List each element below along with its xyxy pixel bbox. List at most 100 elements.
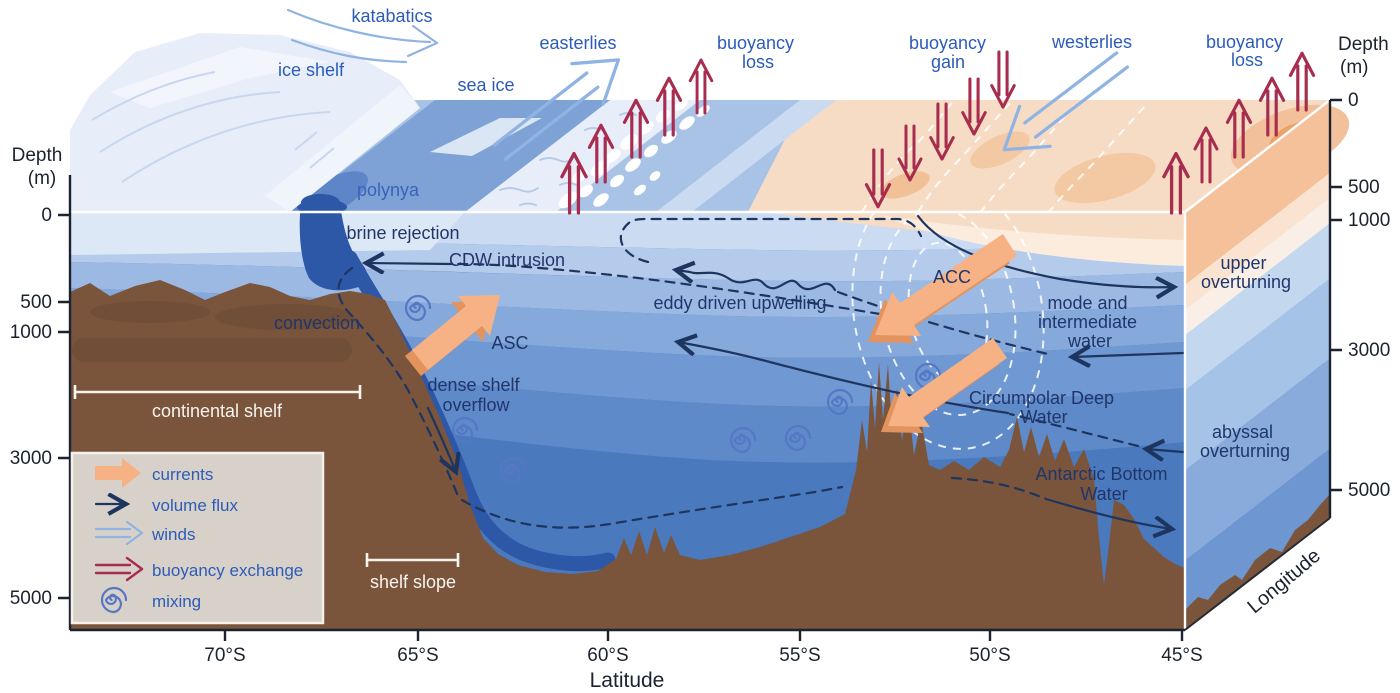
- continental-shelf-label: continental shelf: [152, 401, 283, 421]
- legend-label-volume-flux: volume flux: [152, 496, 238, 515]
- mode-water-line1: mode and: [1047, 293, 1127, 313]
- lat-tick-65s: 65°S: [397, 645, 438, 666]
- convection-label: convection: [274, 313, 360, 333]
- buoyancy-loss-left-line2: loss: [742, 52, 774, 72]
- buoyancy-loss-left-line1: buoyancy: [717, 33, 794, 53]
- lat-tick-45s: 45°S: [1161, 645, 1202, 666]
- seafloor-shading: [72, 301, 355, 362]
- brine-rejection-label: brine rejection: [346, 223, 459, 243]
- left-tick-500: 500: [20, 292, 52, 313]
- cream-wedge: [880, 215, 1185, 266]
- cdw-line1: Circumpolar Deep: [969, 388, 1114, 408]
- right-depth-axis: Depth (m) 0 500 1000 3000 5000: [1328, 34, 1390, 518]
- buoyancy-loss-right-line1: buoyancy: [1206, 32, 1283, 52]
- buoyancy-gain-label: buoyancy gain: [909, 33, 991, 72]
- buoyancy-loss-right-label: buoyancy loss: [1206, 32, 1288, 70]
- lat-tick-70s: 70°S: [204, 645, 245, 666]
- left-tick-1000: 1000: [10, 322, 52, 343]
- aabw-line1: Antarctic Bottom: [1035, 464, 1167, 484]
- legend-label-currents: currents: [152, 465, 213, 484]
- buoyancy-loss-left-label: buoyancy loss: [717, 33, 799, 72]
- right-tick-0: 0: [1348, 90, 1359, 111]
- dense-shelf-overflow-label: dense shelf overflow: [427, 375, 524, 415]
- left-depth-axis-title: Depth: [12, 145, 63, 166]
- ice-shelf: [70, 33, 420, 212]
- convection-plume: [299, 194, 367, 291]
- abyssal-overturning-line2: overturning: [1200, 441, 1290, 461]
- legend-label-buoyancy-exchange: buoyancy exchange: [152, 561, 303, 580]
- right-face: [1185, 100, 1330, 630]
- lat-tick-50s: 50°S: [969, 645, 1010, 666]
- abyssal-dashed: [460, 476, 1048, 529]
- ice-shelf-facets: [91, 71, 335, 183]
- lat-tick-60s: 60°S: [587, 645, 628, 666]
- cdw-intrusion-dashed: [456, 262, 882, 316]
- legend: currents volume flux winds buoyancy exch…: [70, 451, 325, 625]
- surface-recirculation-dashed: [619, 217, 923, 264]
- westerlies-label: westerlies: [1051, 32, 1132, 52]
- acc-current-arrow-lower: [881, 338, 1007, 433]
- wind-arrows: [286, 8, 1139, 174]
- cdw-intrusion-label: CDW intrusion: [449, 250, 565, 270]
- left-tick-3000: 3000: [10, 448, 52, 469]
- circumpolar-deep-water-label: Circumpolar Deep Water: [969, 388, 1119, 427]
- seafloor-front: [70, 280, 1185, 630]
- ocean-labels: polynya brine rejection CDW intrusion ed…: [274, 180, 1291, 504]
- right-depth-axis-title-units: (m): [1340, 57, 1368, 78]
- eddy-driven-upwelling-label: eddy driven upwelling: [653, 293, 826, 313]
- sea-ice-label: sea ice: [457, 75, 514, 95]
- polynya-patch: [290, 100, 610, 212]
- latitude-axis-title: Latitude: [590, 669, 665, 692]
- ice-draft-water: [70, 212, 465, 255]
- ice-step-slab: [430, 118, 542, 156]
- left-depth-axis: Depth (m) 0 500 1000 3000 5000: [10, 145, 72, 630]
- left-depth-axis-title-units: (m): [28, 168, 56, 189]
- shelf-slope-label: shelf slope: [370, 572, 456, 592]
- dense-shelf-overflow-line2: overflow: [442, 395, 510, 415]
- cdw-intrusion-arrow: [366, 263, 454, 264]
- acc-label: ACC: [933, 267, 971, 287]
- mode-water-arrow: [1072, 353, 1185, 357]
- legend-label-mixing: mixing: [152, 592, 201, 611]
- latitude-axis: 70°S 65°S 60°S 55°S 50°S 45°S Latitude: [70, 628, 1203, 692]
- legend-label-winds: winds: [151, 525, 195, 544]
- winds-arrow-icon: [94, 520, 144, 546]
- right-tick-5000: 5000: [1348, 480, 1390, 501]
- left-tick-0: 0: [41, 205, 52, 226]
- katabatics-label: katabatics: [351, 6, 432, 26]
- buoyancy-gain-line2: gain: [931, 52, 965, 72]
- continental-shelf-bracket: [73, 385, 362, 399]
- upper-overturning-line2: overturning: [1201, 272, 1291, 292]
- abyssal-overturning-line1: abyssal: [1212, 422, 1273, 442]
- seafloor-labels: continental shelf shelf slope: [152, 401, 456, 592]
- surface-pale-stripe: [656, 100, 836, 212]
- ice-shelf-top-highlight: [110, 47, 330, 108]
- currents-arrow-icon: [95, 458, 141, 488]
- surface-front-lines: [861, 100, 1149, 214]
- abyssal-overturning-label: abyssal overturning: [1200, 422, 1290, 461]
- shelf-slope-bracket: [365, 553, 460, 567]
- upper-overturning-line: [916, 214, 1174, 287]
- lat-tick-55s: 55°S: [779, 645, 820, 666]
- asc-label: ASC: [491, 333, 528, 353]
- asc-current-arrow: [405, 295, 500, 376]
- overflow-arrow: [426, 406, 456, 472]
- mode-water-dashed: [836, 290, 1050, 356]
- dense-shelf-overflow-line1: dense shelf: [427, 375, 520, 395]
- box-edges: [70, 99, 1331, 631]
- antarctic-bottom-water-label: Antarctic Bottom Water: [1035, 464, 1172, 504]
- ice-shelf-cliff-highlight: [265, 85, 420, 212]
- overflow-dashed: [337, 266, 460, 498]
- aabw-line2: Water: [1080, 484, 1127, 504]
- right-depth-axis-title: Depth: [1338, 34, 1389, 55]
- polynya-label: polynya: [357, 180, 420, 200]
- ice-shelf-label: ice shelf: [278, 60, 345, 80]
- buoyancy-gain-line1: buoyancy: [909, 33, 986, 53]
- acc-current-arrow-upper: [868, 234, 1017, 343]
- right-tick-1000: 1000: [1348, 210, 1390, 231]
- right-tick-500: 500: [1348, 177, 1380, 198]
- upper-overturning-line1: upper: [1220, 253, 1266, 273]
- mode-water-line2: intermediate: [1038, 312, 1137, 332]
